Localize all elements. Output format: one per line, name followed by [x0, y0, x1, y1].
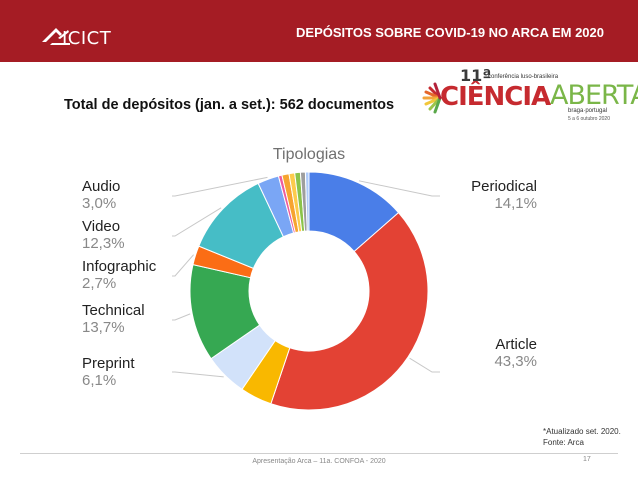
label-periodical-name: Periodical: [471, 178, 537, 195]
label-infographic-name: Infographic: [82, 258, 157, 275]
conference-number: 11ª: [460, 66, 492, 85]
slice-slice-13: [304, 171, 310, 232]
leader-line-video: [172, 207, 222, 237]
label-video-percent: 12,3%: [82, 235, 125, 252]
label-preprint-name: Preprint: [82, 355, 135, 372]
conference-location: braga·portugal: [568, 108, 608, 114]
leader-line-infographic: [172, 254, 194, 277]
label-technical: Technical 13,7%: [82, 302, 145, 336]
label-periodical-percent: 14,1%: [494, 195, 537, 212]
slice-article: [270, 211, 429, 411]
footer-text: Apresentação Arca – 11a. CONFOA - 2020: [252, 458, 386, 465]
label-audio-name: Audio: [82, 178, 121, 195]
page-number: 17: [583, 456, 591, 463]
conference-subtitle: conferência luso-brasileira: [488, 74, 559, 80]
leader-line-preprint: [172, 371, 224, 378]
chart-title: Tipologias: [272, 146, 346, 163]
label-audio-percent: 3,0%: [82, 195, 117, 212]
label-article-percent: 43,3%: [494, 353, 537, 370]
header-bar: [0, 0, 638, 62]
label-article: Article 43,3%: [440, 336, 537, 370]
label-periodical: Periodical 14,1%: [440, 178, 537, 212]
label-preprint-percent: 6,1%: [82, 372, 117, 389]
conference-dates: 5 a 6 outubro 2020: [568, 116, 610, 122]
update-note: *Atualizado set. 2020. Fonte: Arca: [543, 426, 621, 448]
label-technical-percent: 13,7%: [82, 319, 125, 336]
label-infographic: Infographic 2,7%: [82, 258, 156, 292]
update-note-source: Fonte: Arca: [543, 438, 584, 447]
update-note-date: *Atualizado set. 2020.: [543, 427, 621, 436]
leader-line-technical: [172, 313, 191, 321]
burst-icon: [422, 82, 442, 114]
total-deposits-heading: Total de depósitos (jan. a set.): 562 do…: [64, 97, 395, 113]
conference-logo: 11ª conferência luso-brasileira CIÊNCIA …: [418, 66, 638, 126]
page-title: DEPÓSITOS SOBRE COVID-19 NO ARCA EM 2020: [296, 25, 604, 40]
label-video-name: Video: [82, 218, 121, 235]
footer-divider: [20, 453, 618, 454]
label-technical-name: Technical: [82, 302, 145, 319]
icict-logo-icon: [42, 28, 70, 45]
label-article-name: Article: [495, 336, 537, 353]
label-video: Video 12,3%: [82, 218, 125, 252]
leader-line-audio: [172, 176, 268, 197]
leader-line-article: [409, 357, 440, 373]
label-preprint: Preprint 6,1%: [82, 355, 135, 389]
label-audio: Audio 3,0%: [82, 178, 120, 212]
label-infographic-percent: 2,7%: [82, 275, 117, 292]
conference-word-ciencia: CIÊNCIA: [440, 82, 551, 112]
leader-line-periodical: [358, 180, 440, 197]
conference-word-aberta: ABERTA: [550, 80, 638, 111]
logo-text: ICICT: [62, 28, 112, 49]
